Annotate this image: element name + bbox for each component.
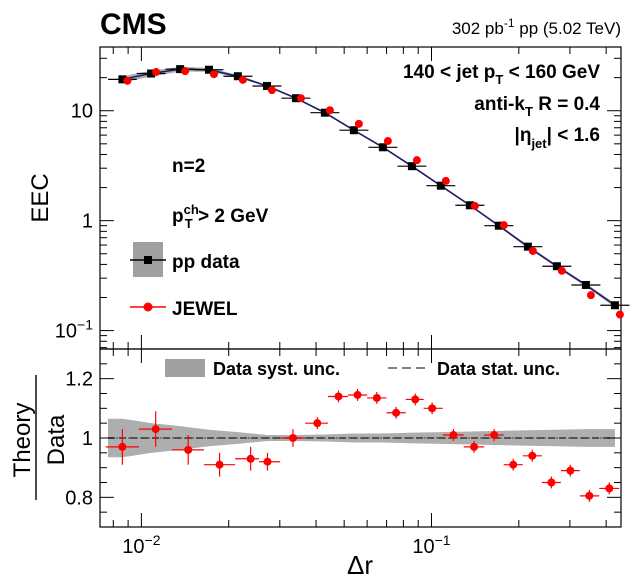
jewel-point (615, 310, 624, 319)
x-tick-label: 10−2 (122, 532, 160, 558)
pp-data-point (552, 262, 561, 271)
ratio-point (263, 457, 272, 466)
bottom-axes: 0.8 1 1.2 10−2 10−1 (65, 348, 621, 558)
top-y-tick-label: 10−1 (55, 317, 93, 343)
ratio-point (313, 419, 322, 428)
ratio-point (392, 408, 401, 417)
jewel-point (267, 86, 276, 95)
legend-syst-label: Data syst. unc. (213, 359, 340, 379)
jewel-point (181, 67, 190, 76)
ratio-numerator: Theory (9, 403, 36, 478)
jewel-point (123, 76, 132, 85)
legend-jewel: JEWEL (130, 299, 238, 320)
legend-jewel-marker (143, 302, 153, 312)
pp-data-point (262, 81, 271, 90)
top-y-axis-label: EEC (27, 173, 54, 222)
legend-jewel-label: JEWEL (172, 299, 238, 320)
pp-data-point (349, 126, 358, 135)
pp-data-point (436, 181, 445, 190)
experiment-label: CMS (100, 8, 167, 41)
ratio-denominator: Data (43, 414, 70, 465)
top-y-tick-label: 1 (82, 211, 93, 233)
pp-data-point (494, 221, 503, 230)
bottom-marks (105, 389, 620, 502)
pp-data-point (581, 280, 590, 289)
top-marks (108, 65, 630, 319)
ratio-point (411, 395, 420, 404)
ptch-label: pch T > 2 GeV (172, 202, 269, 231)
jewel-point (238, 75, 247, 84)
ratio-point (605, 484, 614, 493)
ratio-point (246, 454, 255, 463)
bottom-y-tick-label: 1.2 (65, 369, 93, 391)
pp-data-point (118, 75, 127, 84)
ratio-point (288, 434, 297, 442)
x-axis-label: Δr (347, 550, 373, 580)
ratio-point (428, 404, 437, 413)
jewel-point (499, 221, 508, 230)
jewel-point (557, 266, 566, 275)
jewel-point (383, 137, 392, 146)
legend-pp-label: pp data (172, 252, 240, 273)
top-axes: 10 1 10−1 (55, 47, 621, 349)
jewel-point (528, 246, 537, 255)
pp-data-point (291, 94, 300, 103)
bottom-y-tick-label: 1 (82, 428, 93, 450)
pp-data-point (523, 242, 532, 251)
top-panel: 10 1 10−1 140 < jet pT < 160 GeV anti-kT R… (27, 46, 630, 350)
jewel-point (152, 68, 161, 77)
ratio-point (184, 445, 193, 454)
n-label: n=2 (172, 156, 205, 177)
ratio-point (372, 393, 381, 402)
legend-pp-data: pp data (130, 242, 240, 277)
ratio-point (334, 392, 343, 401)
jewel-point (470, 201, 479, 210)
pp-data-point (610, 301, 619, 310)
ratio-point (215, 460, 224, 469)
ratio-point (585, 491, 594, 500)
jewel-point (296, 94, 305, 103)
ratio-point (490, 431, 499, 440)
pp-data-point (378, 143, 387, 152)
ratio-point (449, 431, 458, 440)
algo-label: anti-kT R = 0.4 (474, 94, 600, 119)
pp-data-point (176, 65, 185, 74)
bottom-y-tick-label: 0.8 (65, 487, 93, 509)
bottom-panel: 0.8 1 1.2 10−2 10−1 Data syst. unc. Data sta… (9, 348, 622, 580)
pp-data-point (407, 162, 416, 171)
pp-data-point (233, 72, 242, 81)
bottom-y-axis-label: Theory Data (9, 375, 70, 500)
legend-stat-label: Data stat. unc. (437, 359, 560, 379)
jewel-point (354, 119, 363, 128)
jewel-point (209, 70, 218, 79)
bottom-syst-band (100, 418, 621, 458)
legend-syst-swatch (165, 359, 205, 377)
pp-data-point (465, 201, 474, 210)
ratio-point (470, 442, 479, 451)
lumi-label: 302 pb-1 pp (5.02 TeV) (452, 16, 621, 38)
pp-data-point (320, 108, 329, 117)
x-tick-label: 10−1 (412, 532, 450, 558)
ratio-point (151, 425, 160, 434)
pp-data-point (204, 65, 213, 74)
ratio-point (509, 460, 518, 469)
pp-data-point (147, 69, 156, 78)
jewel-point (586, 291, 595, 300)
top-y-tick-label: 10 (71, 101, 93, 123)
legend-data-marker (144, 256, 152, 264)
ratio-point (353, 390, 362, 399)
jet-pt-label: 140 < jet pT < 160 GeV (403, 62, 600, 87)
jewel-point (412, 156, 421, 165)
ratio-point (118, 442, 127, 451)
ratio-point (566, 466, 575, 475)
legend-stat: Data stat. unc. (388, 359, 560, 379)
jewel-point (441, 176, 450, 185)
ratio-point (528, 451, 537, 460)
legend-syst: Data syst. unc. (165, 359, 340, 379)
eta-label: |ηjet| < 1.6 (515, 125, 600, 151)
jewel-point (325, 106, 334, 115)
ratio-point (547, 478, 556, 487)
